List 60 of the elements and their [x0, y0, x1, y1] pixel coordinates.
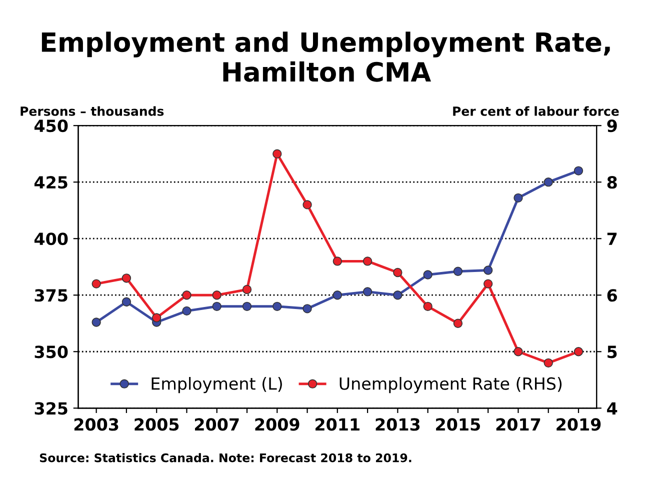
- x-tick-label: 2019: [556, 418, 601, 431]
- legend-label: Unemployment Rate (RHS): [340, 377, 562, 394]
- point: [484, 279, 493, 288]
- x-tick-label: 2009: [255, 418, 300, 431]
- point: [272, 149, 282, 158]
- point: [362, 256, 372, 266]
- point: [453, 318, 463, 328]
- y2-tick-label: 6: [607, 289, 618, 302]
- point: [92, 318, 101, 327]
- point: [242, 302, 252, 311]
- legend-label: Employment (L): [152, 377, 282, 394]
- chart-title: Employment and Unemployment Rate, Hamilton CMA: [42, 32, 610, 82]
- source-note: Source: Statistics Canada. Note: Forecast 2018 to 2019.: [40, 453, 412, 462]
- y2-tick-label: 8: [607, 176, 617, 189]
- x-tick-label: 2003: [74, 418, 118, 431]
- point: [182, 290, 192, 300]
- point: [212, 290, 222, 300]
- point: [393, 290, 402, 300]
- y2-tick-label: 9: [607, 120, 617, 132]
- y-axis-title: Persons – thousands: [20, 106, 164, 116]
- point: [514, 347, 523, 356]
- x-tick-label: 2017: [496, 418, 540, 431]
- point: [332, 256, 342, 266]
- point: [212, 302, 222, 311]
- y-tick-label: 375: [34, 289, 68, 302]
- y-tick-label: 350: [34, 346, 68, 358]
- x-tick-label: 2011: [316, 418, 360, 431]
- point: [544, 178, 553, 187]
- point: [182, 306, 192, 316]
- y-tick-label: 425: [34, 176, 68, 189]
- point: [514, 193, 523, 202]
- point: [152, 313, 162, 322]
- point: [393, 268, 402, 278]
- y-tick-label: 450: [34, 120, 68, 132]
- y2-tick-label: 4: [607, 402, 618, 414]
- y2-tick-label: 5: [608, 346, 617, 358]
- point: [423, 270, 432, 280]
- x-tick-label: 2015: [436, 418, 480, 431]
- point: [574, 166, 584, 176]
- x-tick-label: 2007: [194, 418, 239, 431]
- y-tick-label: 400: [34, 232, 68, 246]
- point: [423, 302, 432, 311]
- point: [574, 347, 584, 356]
- point: [332, 290, 342, 300]
- point: [272, 302, 282, 311]
- point: [92, 279, 101, 288]
- y2-tick-label: 7: [607, 232, 617, 245]
- point: [544, 358, 553, 368]
- point: [122, 274, 132, 283]
- point: [302, 304, 312, 314]
- point: [484, 266, 493, 275]
- point: [453, 266, 463, 276]
- point: [242, 284, 252, 294]
- y2-axis-title: Per cent of labour force: [453, 106, 619, 116]
- x-tick-label: 2005: [134, 418, 179, 431]
- point: [362, 287, 372, 296]
- x-tick-label: 2013: [376, 418, 420, 431]
- point: [122, 297, 132, 306]
- point: [302, 200, 312, 210]
- y-tick-label: 325: [34, 402, 68, 415]
